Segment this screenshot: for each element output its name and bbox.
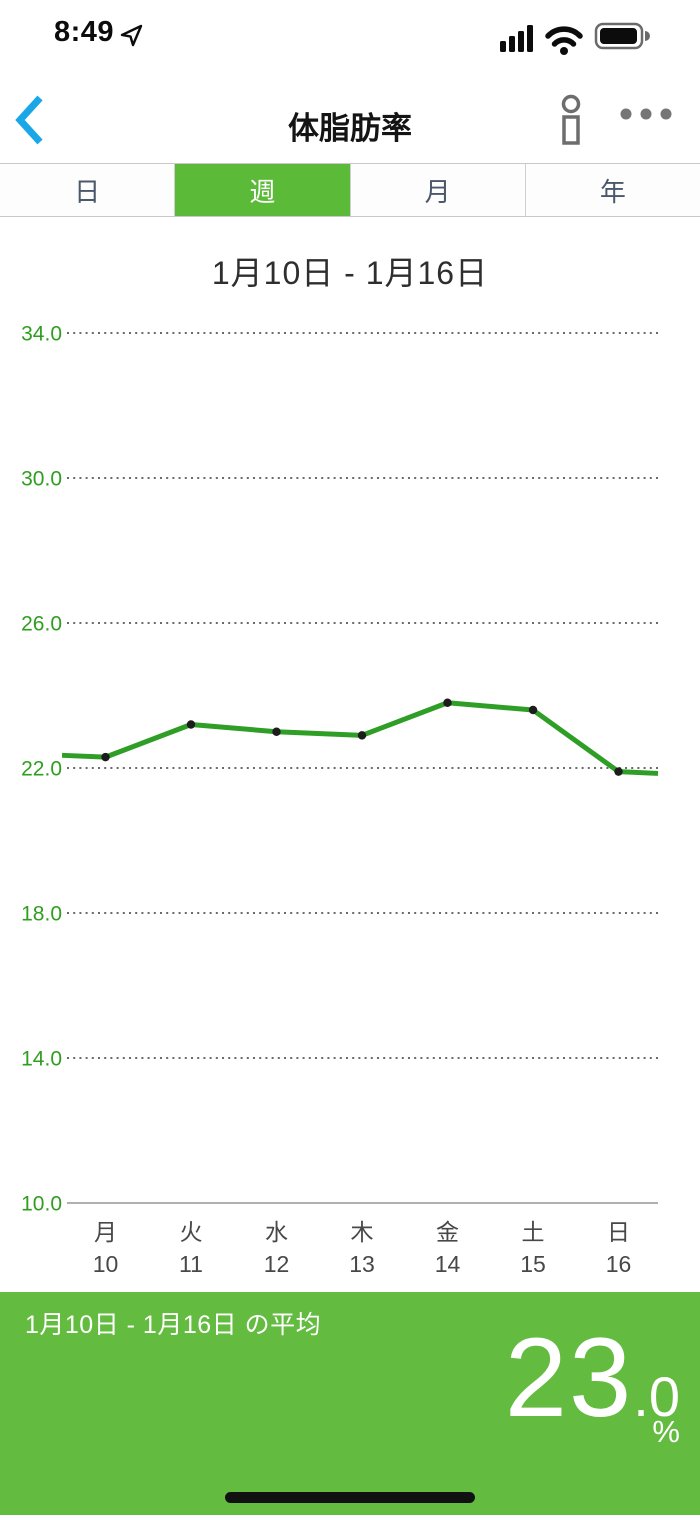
svg-text:15: 15 <box>520 1251 546 1277</box>
svg-text:11: 11 <box>179 1251 203 1277</box>
svg-text:火: 火 <box>180 1219 203 1245</box>
svg-text:日: 日 <box>607 1219 630 1245</box>
period-title: 1月10日 - 1月16日 <box>211 255 489 291</box>
tab-month-label: 月 <box>424 176 451 207</box>
tab-week[interactable]: 週 <box>174 164 350 216</box>
summary-value-dec: .0 <box>633 1365 680 1428</box>
svg-text:14.0: 14.0 <box>21 1048 62 1071</box>
page-title: 体脂肪率 <box>288 111 412 146</box>
tab-day-label: 日 <box>74 176 101 207</box>
info-button[interactable] <box>554 91 602 155</box>
more-button[interactable] <box>618 103 688 143</box>
svg-text:水: 水 <box>265 1219 288 1245</box>
ellipsis-icon <box>620 108 672 120</box>
battery-icon <box>594 22 650 50</box>
status-bar: 8:49 <box>0 0 700 60</box>
summary-unit: % <box>652 1414 680 1449</box>
svg-text:土: 土 <box>522 1219 545 1245</box>
svg-text:月: 月 <box>94 1219 117 1245</box>
status-time: 8:49 <box>54 16 115 48</box>
svg-text:18.0: 18.0 <box>21 903 62 926</box>
svg-text:金: 金 <box>436 1219 459 1245</box>
info-icon <box>561 94 581 145</box>
wifi-icon <box>545 26 583 55</box>
chevron-left-icon <box>15 95 43 145</box>
location-arrow-icon <box>120 24 143 47</box>
back-button[interactable] <box>12 91 56 153</box>
tab-year[interactable]: 年 <box>524 164 700 216</box>
body-fat-line-chart[interactable]: 34.0 30.0 26.0 22.0 18.0 14.0 10.0 月 10 火 11 水 12 木 13… <box>0 300 700 1290</box>
summary-value-int: 23 <box>504 1315 634 1440</box>
status-icons <box>500 22 650 55</box>
svg-text:10: 10 <box>93 1251 119 1277</box>
period-tabbar: 日 週 月 年 <box>0 163 700 217</box>
svg-text:34.0: 34.0 <box>21 323 62 346</box>
svg-text:木: 木 <box>351 1219 374 1245</box>
svg-text:14: 14 <box>435 1251 461 1277</box>
svg-text:30.0: 30.0 <box>21 468 62 491</box>
svg-text:22.0: 22.0 <box>21 758 62 781</box>
cellular-signal-icon <box>500 25 533 52</box>
summary-label: 1月10日 - 1月16日 の平均 <box>25 1311 322 1339</box>
summary-value: 23 .0 <box>505 1322 680 1434</box>
svg-text:16: 16 <box>606 1251 632 1277</box>
header: 体脂肪率 <box>0 85 700 160</box>
svg-text:26.0: 26.0 <box>21 613 62 636</box>
tab-year-label: 年 <box>599 176 626 207</box>
tab-week-label: 週 <box>249 176 276 207</box>
tab-month[interactable]: 月 <box>349 164 525 216</box>
summary-panel: 1月10日 - 1月16日 の平均 23 .0 % <box>0 1292 700 1515</box>
tab-day[interactable]: 日 <box>0 164 175 216</box>
svg-text:10.0: 10.0 <box>21 1193 62 1216</box>
home-indicator[interactable] <box>225 1492 475 1503</box>
svg-text:13: 13 <box>349 1251 375 1277</box>
svg-text:12: 12 <box>264 1251 290 1277</box>
